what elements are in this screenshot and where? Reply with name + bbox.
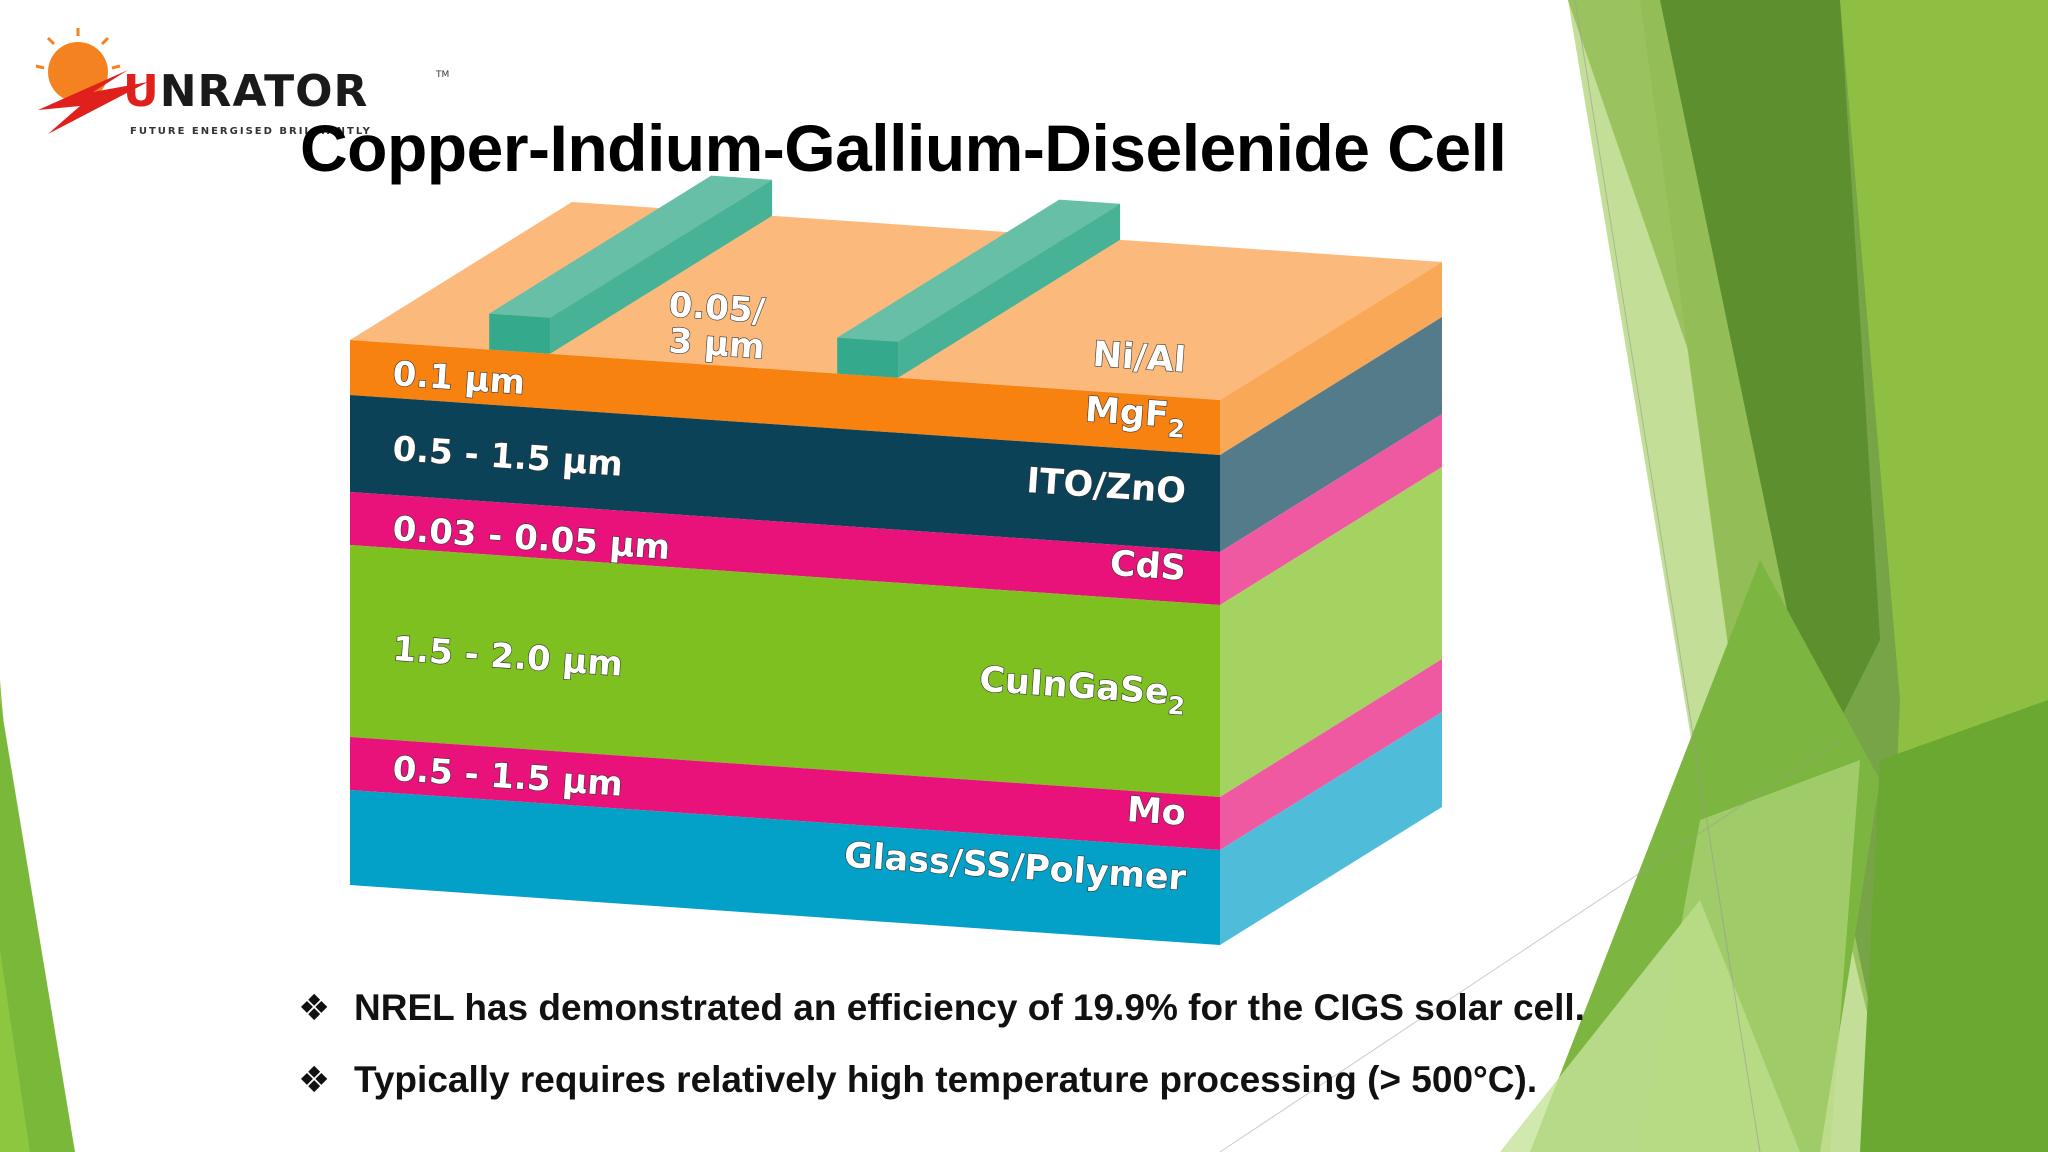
layer-side-face <box>1220 317 1442 552</box>
layer-side-face <box>1220 414 1442 605</box>
layer-labels: 0.1 µm0.5 - 1.5 µm0.03 - 0.05 µm1.5 - 2.… <box>391 284 1189 899</box>
bullet-text: Typically requires relatively high tempe… <box>354 1059 1538 1100</box>
layer-front-face <box>350 737 1220 850</box>
layer-stack <box>350 202 1442 945</box>
contact-front <box>489 313 551 354</box>
layer-material-label: ITO/ZnO <box>1025 461 1187 512</box>
contact-thickness-label: 0.05/ <box>667 285 766 332</box>
bullet-item: ❖ Typically requires relatively high tem… <box>298 1044 1585 1116</box>
sunrator-logo: UNRATOR TM FUTURE ENERGISED BRILLIANTLY <box>18 22 449 142</box>
layer-material-label: Mo <box>1126 790 1187 834</box>
layer-side-face <box>1220 262 1442 455</box>
layer-front-face <box>350 492 1220 605</box>
bullet-item: ❖ NREL has demonstrated an efficiency of… <box>298 972 1585 1044</box>
contact-top <box>489 175 773 318</box>
logo-tagline: FUTURE ENERGISED BRILLIANTLY <box>130 126 372 137</box>
bullet-text: NREL has demonstrated an efficiency of 1… <box>354 987 1585 1028</box>
layer-front-face <box>350 395 1220 552</box>
slide-title: Copper-Indium-Gallium-Diselenide Cell <box>300 111 1507 185</box>
contact-side <box>898 203 1121 378</box>
layer-material-label: CdS <box>1109 544 1188 589</box>
layer-front-face <box>350 340 1220 455</box>
contact-side <box>550 179 773 354</box>
contact-thickness-unit-label: 3 µm <box>667 321 765 368</box>
sun-bolt-icon <box>35 28 148 134</box>
contact-front <box>837 337 899 378</box>
four-diamond-bullet-icon: ❖ <box>298 987 331 1029</box>
contact-material-label: Ni/Al <box>1091 335 1187 381</box>
contacts <box>489 175 1121 378</box>
four-diamond-bullet-icon: ❖ <box>298 1059 331 1101</box>
layer-front-face <box>350 545 1220 797</box>
layer-side-face <box>1220 467 1442 797</box>
contact-top <box>837 199 1121 342</box>
layer-front-face <box>350 790 1220 945</box>
layer-side-face <box>1220 712 1442 945</box>
bullet-list: ❖ NREL has demonstrated an efficiency of… <box>298 972 1585 1116</box>
logo-trademark: TM <box>436 70 450 80</box>
layer-side-face <box>1220 659 1442 850</box>
logo-wordmark: UNRATOR <box>123 66 369 117</box>
layer-thickness-label: 0.1 µm <box>391 354 526 403</box>
